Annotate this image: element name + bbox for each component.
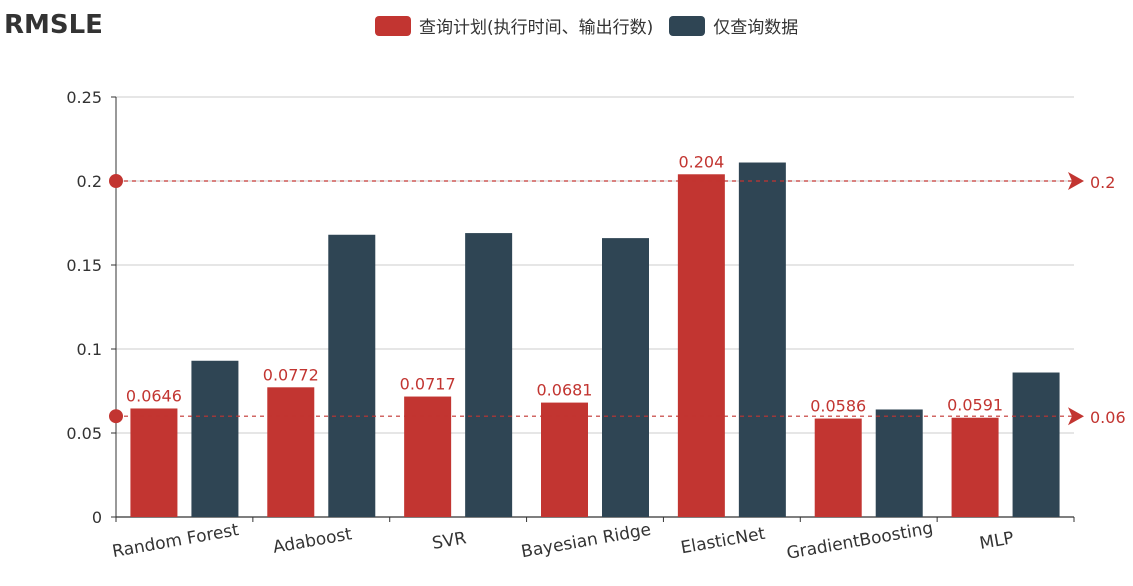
bar-query-data xyxy=(328,234,376,517)
chart-title: RMSLE xyxy=(4,10,103,40)
legend-label-query-data: 仅查询数据 xyxy=(713,18,799,38)
bar-query-data xyxy=(191,360,239,517)
data-label: 0.0681 xyxy=(537,381,593,400)
bar-query-plan xyxy=(677,174,725,517)
legend-item-query-data[interactable]: 仅查询数据 xyxy=(669,13,798,38)
y-tick-label: 0.05 xyxy=(66,424,102,443)
legend-swatch-query-plan xyxy=(375,15,411,36)
bar-query-plan xyxy=(130,408,178,517)
bar-query-data xyxy=(465,233,513,517)
y-tick-label: 0.2 xyxy=(77,172,102,191)
y-tick-label: 0 xyxy=(92,508,102,527)
bar-query-data xyxy=(875,409,923,517)
mark-line-arrow xyxy=(1068,407,1084,426)
bar-query-data xyxy=(602,238,649,517)
bar-query-plan xyxy=(404,396,452,517)
y-tick-label: 0.15 xyxy=(66,256,102,275)
data-label: 0.204 xyxy=(678,152,724,171)
mark-line-label: 0.06 xyxy=(1090,408,1126,427)
y-tick-label: 0.25 xyxy=(66,88,102,107)
x-tick-label: ElasticNet xyxy=(679,524,767,559)
data-label: 0.0591 xyxy=(947,396,1003,415)
bar-query-plan xyxy=(814,418,862,517)
legend: 查询计划(执行时间、输出行数) 仅查询数据 xyxy=(375,13,798,38)
mark-line-arrow xyxy=(1068,172,1084,190)
x-tick-label: Bayesian Ridge xyxy=(520,520,653,563)
x-tick-label: GradientBoosting xyxy=(785,518,935,563)
x-tick-label: Adaboost xyxy=(271,524,353,558)
data-label: 0.0717 xyxy=(400,375,456,394)
x-tick-label: SVR xyxy=(431,528,468,554)
legend-item-query-plan[interactable]: 查询计划(执行时间、输出行数) xyxy=(375,13,653,38)
bar-query-data xyxy=(738,162,786,517)
mark-line-label: 0.2 xyxy=(1090,173,1115,192)
legend-label-query-plan: 查询计划(执行时间、输出行数) xyxy=(419,18,654,38)
mark-line-start-dot xyxy=(109,409,123,424)
bar-query-plan xyxy=(267,387,315,517)
x-tick-label: Random Forest xyxy=(111,520,241,562)
y-tick-label: 0.1 xyxy=(77,340,102,359)
data-label: 0.0772 xyxy=(263,365,319,384)
bar-query-data xyxy=(1012,372,1060,517)
legend-swatch-query-data xyxy=(669,15,706,36)
data-label: 0.0586 xyxy=(810,397,866,416)
mark-line-start-dot xyxy=(109,174,123,188)
x-tick-label: MLP xyxy=(978,528,1015,554)
bar-query-plan xyxy=(541,402,588,517)
bar-query-plan xyxy=(951,417,999,517)
data-label: 0.0646 xyxy=(126,386,182,405)
